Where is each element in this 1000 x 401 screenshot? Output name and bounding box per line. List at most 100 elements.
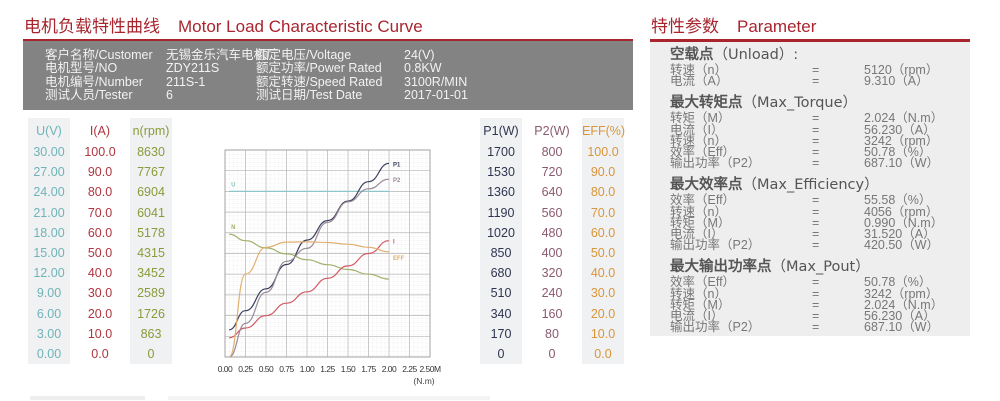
scale-value: 10.0 [87, 326, 113, 341]
scale-value: 80 [545, 326, 559, 341]
scale-value: 40.0 [590, 266, 616, 281]
parameter-title-cn: 最大转矩点 [670, 95, 743, 112]
x-tick-label: 0.50 [259, 364, 274, 374]
scale-value: 9.00 [36, 286, 62, 301]
info-value: ZDY211S [166, 61, 220, 76]
scale-value: 90.0 [87, 165, 113, 180]
curve-eff [228, 241, 390, 358]
curve-label-i: I [393, 240, 395, 246]
scale-value: 30.0 [590, 286, 616, 301]
curve-i [229, 240, 390, 339]
parameter-block-title: 最大输出功率点（Max_Pout） [670, 258, 970, 277]
scale-value: 24.00 [33, 185, 65, 200]
parameter-value: 9.310（A） [864, 74, 929, 89]
scale-value: 640 [541, 185, 563, 200]
parameter-value: 3242（rpm） [864, 133, 939, 148]
equals-sign: = [812, 215, 820, 230]
load-characteristic-chart: U N I P1 P2 EFF 0.00 0.25 0.50 0.75 1.00 1.25 1.50 1… [218, 149, 441, 386]
parameter-panel: 空载点（Unload）: 转速（n） = 5120（rpm） 电流（A） = 9.310（A… [650, 42, 970, 337]
scale-value: 70.0 [87, 205, 113, 220]
scale-column-header: P2(W) [534, 124, 570, 138]
curve-title-en: Motor Load Characteristic Curve [178, 17, 423, 36]
parameter-row: 输出功率（P2） = 420.50（W） [670, 238, 970, 253]
parameter-row: 转矩（M） = 2.024（N.m） [670, 111, 970, 126]
parameter-label: 转矩（M） [670, 111, 731, 126]
chart-plot-border [224, 149, 431, 358]
scale-value: 80.0 [590, 185, 616, 200]
scale-value: 680 [490, 266, 512, 281]
info-label: 额定转速/Speed Rated [256, 74, 383, 89]
scale-column-header: n(rpm) [132, 124, 170, 138]
scale-value: 8630 [137, 145, 165, 159]
parameter-block: 最大效率点（Max_Efficiency） 效率（Eff） = 55.58（%） 转速（… [650, 172, 970, 255]
scale-column: n(rpm) 8630 7767 6904 6041 5178 4315 3452 2589 17… [130, 118, 172, 365]
parameter-row: 输出功率（P2） = 687.10（W） [670, 320, 970, 335]
x-tick-label: 2.00 [382, 364, 397, 374]
curve-label-p2: P2 [393, 178, 401, 184]
equals-sign: = [812, 122, 820, 137]
equals-sign: = [812, 275, 820, 290]
scale-value: 1020 [487, 225, 515, 240]
scale-value: 40.0 [87, 266, 113, 281]
parameter-block: 最大转矩点（Max_Torque） 转矩（M） = 2.024（N.m） 电流（I） = 5… [650, 90, 970, 173]
info-row-tester: 测试人员/Tester 6 测试日期/Test Date 2017-01-01 [23, 88, 633, 102]
scale-column: P1(W) 1700 1530 1360 1190 1020 850 680 510 340 170… [480, 118, 522, 365]
scale-value: 60.0 [87, 225, 113, 240]
scale-value: 0.0 [594, 346, 612, 361]
parameter-label: 转速（n） [670, 286, 727, 301]
scale-value: 850 [490, 245, 512, 260]
scale-value: 0.0 [91, 346, 109, 361]
scale-value: 15.00 [33, 245, 65, 260]
equals-sign: = [812, 286, 820, 301]
parameter-label: 输出功率（P2） [670, 156, 761, 171]
motor-info-box: 客户名称/Customer 无锡金乐汽车电机厂 额定电压/Voltage 24(… [23, 41, 633, 110]
x-tick-label: 1.75 [361, 364, 376, 374]
curve-n [229, 233, 390, 280]
info-label: 额定功率/Power Rated [256, 61, 382, 76]
scale-value: 400 [541, 245, 563, 260]
parameter-row: 转速（n） = 3242（rpm） [670, 286, 970, 301]
parameter-block-title: 最大转矩点（Max_Torque） [670, 94, 970, 113]
scale-value: 0 [147, 346, 155, 361]
parameter-label: 效率（Eff） [670, 275, 736, 290]
chart-x-unit: (N.m) [413, 376, 434, 386]
info-value: 24(V) [404, 48, 435, 62]
parameter-label: 转速（n） [670, 63, 727, 77]
left-scale-columns: U(V) 30.00 27.00 24.00 21.00 18.00 15.00 12.00 9… [28, 118, 172, 365]
x-tick-label: 1.00 [300, 364, 315, 374]
scale-value: 320 [541, 266, 563, 281]
parameter-title-cn: 空载点 [670, 47, 714, 63]
parameter-value: 5120（rpm） [864, 63, 939, 77]
info-value: 211S-1 [166, 74, 206, 89]
curve-title-cn: 电机负载特性曲线 [24, 17, 160, 36]
parameter-label: 输出功率（P2） [670, 238, 761, 253]
equals-sign: = [812, 309, 820, 324]
info-row-number: 电机编号/Number 211S-1 额定转速/Speed Rated 3100… [23, 74, 633, 89]
info-row-customer: 客户名称/Customer 无锡金乐汽车电机厂 额定电压/Voltage 24(… [23, 48, 633, 62]
scale-value: 12.00 [33, 266, 65, 281]
parameter-title-rule [650, 39, 970, 42]
x-tick-label: 0.00 [218, 364, 233, 374]
parameter-title-en: （Max_Pout） [771, 259, 870, 276]
parameter-row: 电流（A） = 9.310（A） [670, 74, 970, 89]
scale-value: 0 [548, 346, 556, 361]
scale-value: 800 [541, 145, 563, 159]
x-tick-label: 2.50M [419, 364, 441, 374]
scale-value: 100.0 [84, 145, 116, 159]
scale-value: 240 [541, 286, 563, 301]
equals-sign: = [812, 156, 820, 171]
x-tick-label: 2.25 [402, 364, 417, 374]
parameter-value: 0.990（N.m） [864, 215, 944, 230]
info-value: 0.8KW [404, 61, 442, 76]
parameter-title-cn: 最大输出功率点 [670, 259, 772, 276]
equals-sign: = [812, 63, 820, 77]
parameter-label: 电流（A） [670, 74, 729, 89]
scale-value: 560 [541, 205, 563, 220]
parameter-block-title: 空载点（Unload）: [670, 46, 970, 65]
scale-value: 100.0 [587, 145, 619, 159]
equals-sign: = [812, 74, 820, 89]
parameter-label: 转矩（M） [670, 297, 731, 312]
scale-value: 2589 [137, 286, 165, 301]
scale-value: 27.00 [33, 165, 65, 180]
parameter-label: 输出功率（P2） [670, 320, 761, 335]
